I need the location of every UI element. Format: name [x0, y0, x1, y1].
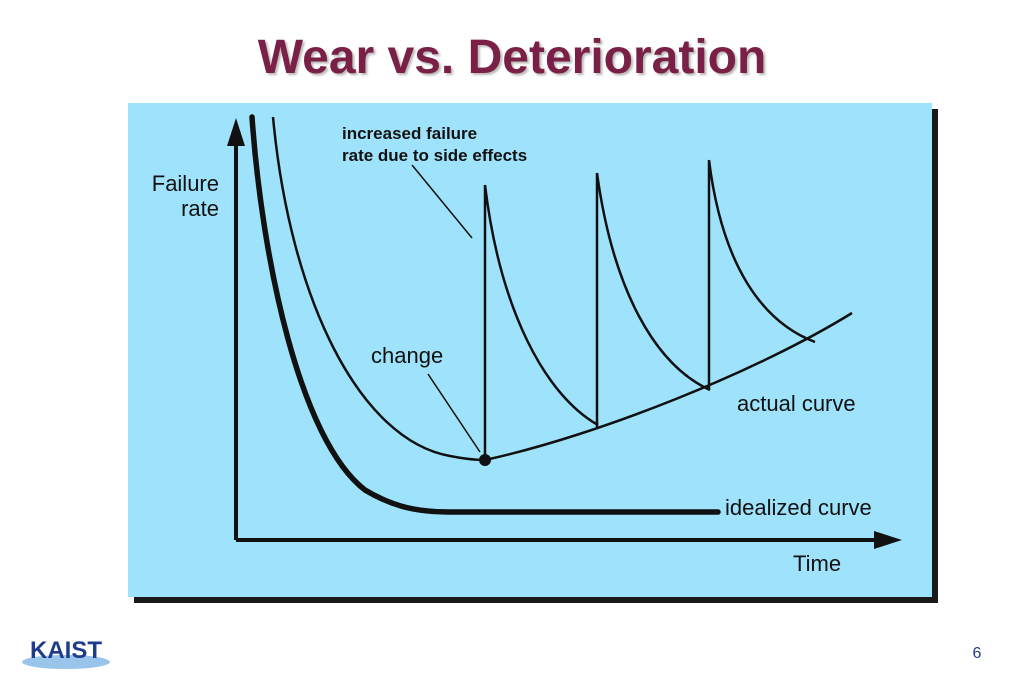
failure-spike-2	[595, 172, 711, 427]
page-number: 6	[972, 645, 982, 662]
side-effects-annotation-line-2: rate due to side effects	[342, 146, 527, 165]
side-effects-annotation-line-1: increased failure	[342, 124, 477, 143]
y-axis-label-line-1: Failure	[152, 171, 219, 196]
kaist-logo: KAIST	[22, 637, 110, 669]
idealized-curve	[249, 114, 721, 515]
logo-text: KAIST	[30, 637, 102, 664]
failure-spike-1	[483, 184, 599, 460]
failure-spike-3	[707, 159, 816, 390]
y-axis-arrow-icon	[227, 118, 245, 146]
change-point-marker	[479, 454, 491, 466]
idealized-curve-label: idealized curve	[725, 495, 872, 520]
change-annotation: change	[371, 343, 443, 368]
x-axis-label: Time	[793, 551, 841, 576]
side-effects-leader-line	[411, 164, 473, 239]
actual-curve-label: actual curve	[737, 391, 856, 416]
panel-background	[128, 103, 932, 597]
actual-curve	[271, 116, 853, 462]
slide-title: Wear vs. Deterioration	[257, 31, 767, 84]
x-axis-arrow-icon	[874, 531, 902, 549]
change-leader-line	[427, 373, 481, 453]
y-axis-label-line-2: rate	[181, 196, 219, 221]
logo-swoosh	[22, 655, 110, 669]
